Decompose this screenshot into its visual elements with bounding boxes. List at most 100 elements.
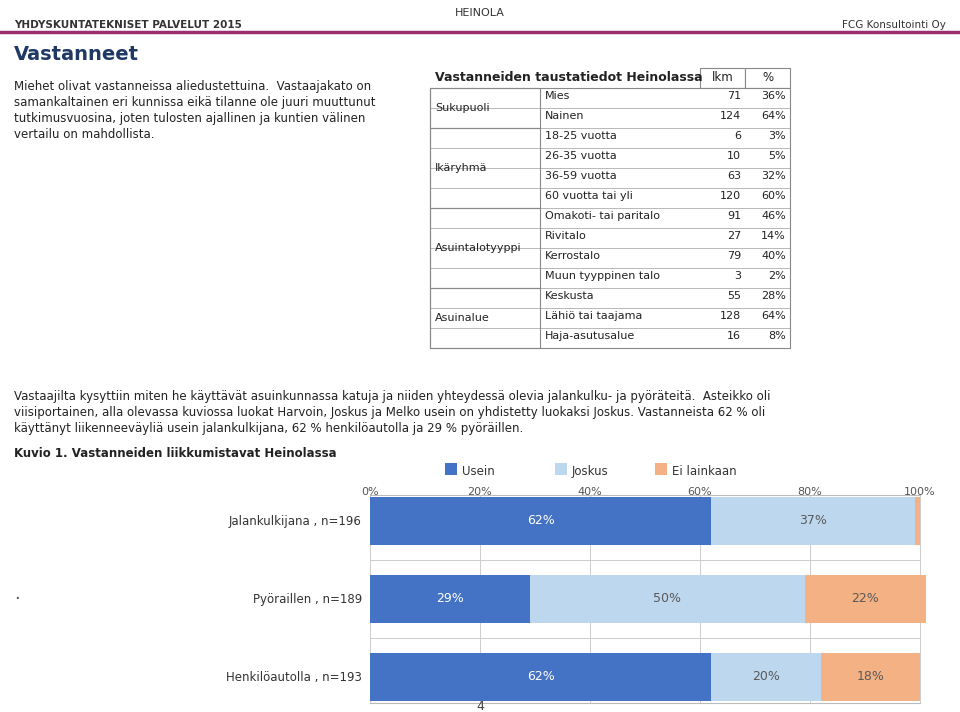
Text: Jalankulkijana , n=196: Jalankulkijana , n=196 xyxy=(229,515,362,528)
Bar xyxy=(430,88,790,108)
Bar xyxy=(430,208,540,288)
Text: 60%: 60% xyxy=(687,487,712,497)
Text: 55: 55 xyxy=(727,291,741,301)
Text: 40%: 40% xyxy=(578,487,602,497)
Text: Pyöraillen , n=189: Pyöraillen , n=189 xyxy=(252,592,362,605)
Bar xyxy=(430,188,790,208)
Bar xyxy=(430,88,790,348)
Text: 60%: 60% xyxy=(761,191,786,201)
Text: 100%: 100% xyxy=(904,487,936,497)
Text: 14%: 14% xyxy=(761,231,786,241)
Bar xyxy=(370,575,530,623)
Text: 62%: 62% xyxy=(527,515,554,528)
Text: %: % xyxy=(762,71,773,84)
Text: Nainen: Nainen xyxy=(545,111,585,121)
Text: 8%: 8% xyxy=(768,331,786,341)
Text: lkm: lkm xyxy=(711,71,733,84)
Text: 62%: 62% xyxy=(527,671,554,684)
Text: 40%: 40% xyxy=(761,251,786,261)
Text: Muun tyyppinen talo: Muun tyyppinen talo xyxy=(545,271,660,281)
Bar xyxy=(430,248,790,268)
Text: Kerrostalo: Kerrostalo xyxy=(545,251,601,261)
Text: 10: 10 xyxy=(727,151,741,161)
Text: 46%: 46% xyxy=(761,211,786,221)
Text: 80%: 80% xyxy=(798,487,823,497)
Text: Joskus: Joskus xyxy=(572,465,609,478)
Text: 29%: 29% xyxy=(436,592,464,605)
Text: YHDYSKUNTATEKNISET PALVELUT 2015: YHDYSKUNTATEKNISET PALVELUT 2015 xyxy=(14,20,242,30)
Bar xyxy=(430,328,790,348)
Text: 26-35 vuotta: 26-35 vuotta xyxy=(545,151,616,161)
Text: 4: 4 xyxy=(476,700,484,712)
Text: Keskusta: Keskusta xyxy=(545,291,594,301)
Bar xyxy=(430,288,790,308)
Text: 50%: 50% xyxy=(653,592,681,605)
Text: 60 vuotta tai yli: 60 vuotta tai yli xyxy=(545,191,633,201)
Bar xyxy=(430,108,790,128)
Bar xyxy=(445,463,457,475)
Text: 64%: 64% xyxy=(761,311,786,321)
Bar xyxy=(370,497,711,545)
Text: Lähiö tai taajama: Lähiö tai taajama xyxy=(545,311,642,321)
Text: 91: 91 xyxy=(727,211,741,221)
Bar xyxy=(821,653,920,701)
Text: Miehet olivat vastanneissa aliedustettuina.  Vastaajakato on: Miehet olivat vastanneissa aliedustettui… xyxy=(14,80,372,93)
Text: Ei lainkaan: Ei lainkaan xyxy=(672,465,736,478)
Text: 3: 3 xyxy=(734,271,741,281)
Text: 128: 128 xyxy=(720,311,741,321)
Text: 64%: 64% xyxy=(761,111,786,121)
Bar xyxy=(530,575,804,623)
Text: 18-25 vuotta: 18-25 vuotta xyxy=(545,131,617,141)
Text: viisiportainen, alla olevassa kuviossa luokat Harvoin, Joskus ja Melko usein on : viisiportainen, alla olevassa kuviossa l… xyxy=(14,406,765,419)
Text: Asuinalue: Asuinalue xyxy=(435,313,490,323)
Text: Sukupuoli: Sukupuoli xyxy=(435,103,490,113)
Text: FCG Konsultointi Oy: FCG Konsultointi Oy xyxy=(842,20,946,30)
Text: 27: 27 xyxy=(727,231,741,241)
Text: 36%: 36% xyxy=(761,91,786,101)
Text: Haja-asutusalue: Haja-asutusalue xyxy=(545,331,636,341)
Text: Usein: Usein xyxy=(462,465,494,478)
Bar xyxy=(430,168,790,188)
Bar xyxy=(745,68,790,88)
Text: Ikäryhmä: Ikäryhmä xyxy=(435,163,488,173)
Text: Kuvio 1. Vastanneiden liikkumistavat Heinolassa: Kuvio 1. Vastanneiden liikkumistavat Hei… xyxy=(14,447,337,460)
Text: Vastanneet: Vastanneet xyxy=(14,45,139,64)
Bar xyxy=(430,208,790,228)
Text: 124: 124 xyxy=(720,111,741,121)
Bar xyxy=(430,128,790,148)
Text: Mies: Mies xyxy=(545,91,570,101)
Text: Rivitalo: Rivitalo xyxy=(545,231,587,241)
Text: 37%: 37% xyxy=(799,515,827,528)
Text: 3%: 3% xyxy=(768,131,786,141)
Bar xyxy=(430,88,540,128)
Text: 20%: 20% xyxy=(752,671,780,684)
Text: Henkilöautolla , n=193: Henkilöautolla , n=193 xyxy=(227,671,362,684)
Bar xyxy=(430,268,790,288)
Text: 20%: 20% xyxy=(468,487,492,497)
Text: vertailu on mahdollista.: vertailu on mahdollista. xyxy=(14,128,155,141)
Text: Vastanneiden taustatiedot Heinolassa: Vastanneiden taustatiedot Heinolassa xyxy=(435,71,703,84)
Text: 5%: 5% xyxy=(768,151,786,161)
Bar xyxy=(915,497,920,545)
Text: Vastaajilta kysyttiin miten he käyttävät asuinkunnassa katuja ja niiden yhteydes: Vastaajilta kysyttiin miten he käyttävät… xyxy=(14,390,771,403)
Bar xyxy=(430,148,790,168)
Text: 120: 120 xyxy=(720,191,741,201)
Text: tutkimusvuosina, joten tulosten ajallinen ja kuntien välinen: tutkimusvuosina, joten tulosten ajalline… xyxy=(14,112,366,125)
Text: 36-59 vuotta: 36-59 vuotta xyxy=(545,171,616,181)
Bar xyxy=(700,68,745,88)
Text: 18%: 18% xyxy=(856,671,884,684)
Bar xyxy=(804,575,925,623)
Text: 71: 71 xyxy=(727,91,741,101)
Bar xyxy=(655,463,667,475)
Bar xyxy=(711,497,915,545)
Text: 79: 79 xyxy=(727,251,741,261)
Bar xyxy=(711,653,821,701)
Bar xyxy=(430,128,540,208)
Text: 22%: 22% xyxy=(852,592,878,605)
Text: 63: 63 xyxy=(727,171,741,181)
Text: ·: · xyxy=(14,590,20,608)
Text: 28%: 28% xyxy=(761,291,786,301)
Text: 6: 6 xyxy=(734,131,741,141)
Text: Asuintalotyyppi: Asuintalotyyppi xyxy=(435,243,521,253)
Bar xyxy=(430,308,790,328)
